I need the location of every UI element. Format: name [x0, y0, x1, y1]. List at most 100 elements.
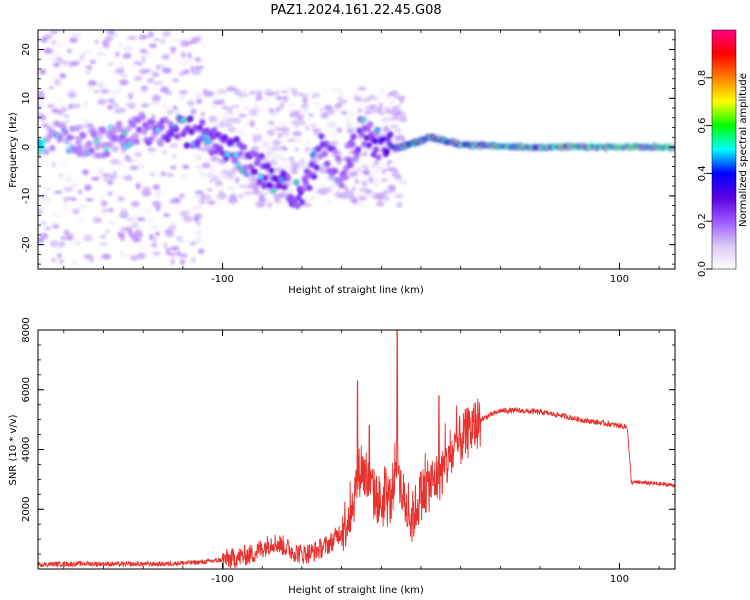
spectrogram-cell [305, 140, 310, 145]
spectrogram-cell [383, 195, 390, 202]
spectrogram-cell [224, 175, 234, 179]
spectrogram-cell [154, 193, 160, 198]
spectrogram-cell [72, 103, 81, 109]
spectrogram-cell [104, 173, 113, 177]
spectrogram-cell [367, 121, 374, 128]
spectrogram-cell [294, 124, 299, 128]
spectrogram-cell [289, 187, 294, 194]
spectrogram-cell [170, 165, 177, 170]
spectrogram-cell [152, 200, 162, 208]
spectrogram-cell [81, 118, 91, 124]
spectrogram-cell [271, 153, 282, 160]
spectrogram-cell [378, 89, 386, 94]
spectrogram-cell [190, 65, 195, 73]
spectrogram-cell [43, 187, 53, 192]
spectrogram-cell [162, 150, 167, 155]
spectrogram-cell [76, 56, 83, 63]
snr-y-ticks: 2000 4000 6000 8000 [21, 317, 675, 570]
spectrogram-cell [252, 151, 260, 158]
spectrogram-cell [261, 182, 268, 189]
spectrogram-cell [115, 51, 120, 58]
spectrogram-cell [300, 93, 309, 98]
spectrogram-cell [200, 172, 208, 176]
spectrogram-cell [192, 195, 202, 199]
spectrogram-cell [212, 143, 219, 150]
spectrogram-cell [279, 121, 284, 128]
spectrogram-cell [277, 103, 285, 109]
spectrogram-cell [103, 150, 111, 157]
y-tick-label: -20 [21, 236, 32, 252]
spectrogram-cell [51, 161, 56, 168]
spectrogram-cell [167, 172, 175, 178]
spectrogram-cell [365, 142, 373, 149]
spectrogram-cell [207, 139, 212, 143]
spectrogram-cell [322, 89, 329, 94]
spectrogram-cell [252, 133, 258, 138]
spectrogram-cell [194, 92, 203, 99]
spectrogram-cell [112, 134, 119, 141]
spectrogram-cell [41, 123, 49, 128]
spectrogram-cell [90, 131, 98, 138]
spectrogram-cell [161, 105, 169, 109]
spectrogram-cell [99, 242, 108, 246]
colorbar: 0.0 0.2 0.4 0.6 0.8 Normalized spectral ampl… [697, 29, 749, 277]
spectrogram-cell [67, 87, 77, 92]
spectrogram-cell [237, 150, 244, 157]
spectrogram-cell [110, 90, 116, 97]
spectrogram-cell [213, 99, 222, 105]
spectrogram-cell [294, 202, 301, 210]
spectrogram-cell [305, 126, 310, 130]
spectrogram-cell [101, 253, 111, 260]
spectrogram-cell [209, 133, 217, 141]
spectrogram-cell [69, 125, 76, 132]
colorbar-tick-label: 0.8 [697, 70, 708, 86]
spectrogram-cell [389, 116, 400, 121]
spectrogram-cell [78, 217, 84, 223]
spectrogram-cell [93, 89, 100, 94]
spectrogram-cell [57, 173, 64, 177]
spectrogram-cell [228, 111, 233, 115]
spectrogram-cell [189, 241, 197, 246]
spectrogram-cell [384, 125, 389, 131]
spectrogram-cell [395, 95, 406, 100]
spectrogram-cell [147, 147, 157, 152]
spectrogram-cell [161, 241, 169, 245]
spectrogram-cell [76, 144, 83, 152]
spectrogram-cell [214, 124, 222, 129]
spectrogram-cell [173, 107, 182, 115]
spectrogram-cell [363, 110, 372, 115]
spectrogram-cell [78, 205, 88, 209]
spectrogram-cell [129, 165, 139, 170]
spectrogram-cell [51, 108, 60, 114]
spectrogram-cell [73, 32, 82, 40]
spectrogram-cell [243, 191, 254, 195]
spectrogram-cell [107, 191, 113, 196]
spectrogram-cell [267, 120, 275, 125]
spectrogram-cell [395, 134, 405, 141]
spectrogram-cell [111, 33, 119, 39]
spectrogram-cell [123, 175, 133, 181]
spectrogram-cell [115, 120, 123, 128]
spectrogram-cell [73, 240, 83, 245]
spectrogram-cell [158, 64, 165, 69]
spectrogram-cell [174, 38, 182, 43]
spectrogram-cell [211, 127, 218, 134]
spectrogram-cell [152, 84, 157, 90]
spectrogram-cell [56, 253, 62, 259]
spectrogram-cell [179, 211, 189, 217]
spectrogram-cell [289, 88, 299, 93]
spectrogram-cell [343, 185, 349, 191]
spectrogram-cell [154, 99, 162, 105]
spectrogram-cell [162, 30, 171, 37]
spectrogram-cell [119, 250, 124, 258]
spectrogram-cell [367, 176, 375, 184]
spectrogram-cell [74, 125, 81, 132]
colorbar-label: Normalized spectral amplitude [738, 73, 749, 227]
spectrogram-cell [40, 233, 49, 240]
spectrogram-cell [183, 215, 193, 223]
spectrogram-cell [355, 146, 362, 153]
spectrogram-cell [198, 115, 206, 121]
spectrogram-cell [284, 175, 292, 182]
spectrogram-cell [169, 143, 179, 149]
spectrogram-cell [127, 93, 134, 100]
